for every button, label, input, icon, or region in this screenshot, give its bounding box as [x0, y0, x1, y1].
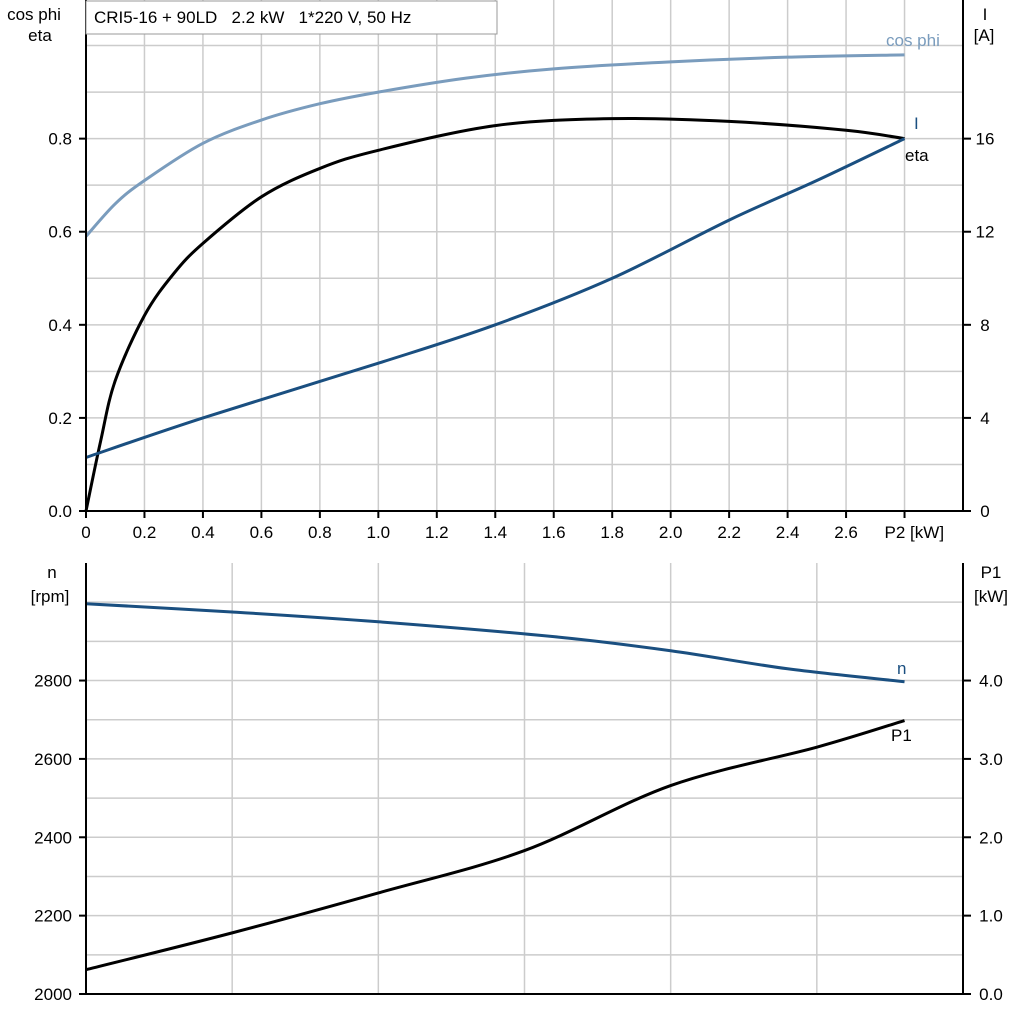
- y-tick-label-left: 2800: [34, 672, 72, 691]
- eta-label: eta: [905, 146, 929, 165]
- series-cos-phi-line: [84, 53, 905, 238]
- current-label: I: [914, 114, 919, 133]
- bottom-grid: [86, 563, 964, 994]
- y-axis-title-p1-unit: [kW]: [974, 587, 1008, 606]
- y-axis-title-current: I: [983, 5, 988, 24]
- y-tick-label-right: 0.0: [979, 985, 1003, 1004]
- y-tick-label-right: 2.0: [979, 828, 1003, 847]
- y-tick-label-left: 0.2: [48, 409, 72, 428]
- x-tick-label: 1.4: [483, 523, 507, 542]
- axes: [79, 0, 971, 995]
- y-tick-label-left: 2200: [34, 907, 72, 926]
- x-tick-label: 2.2: [717, 523, 741, 542]
- x-tick-label: 0.6: [250, 523, 274, 542]
- series-n-line: [85, 602, 905, 684]
- cos-phi-label: cos phi: [886, 31, 940, 50]
- y-axis-title-current-unit: [A]: [974, 26, 995, 45]
- y-tick-label-right: 12: [976, 223, 995, 242]
- x-tick-label: 1.2: [425, 523, 449, 542]
- series-P1-line: [85, 719, 905, 972]
- x-tick-label: P2 [kW]: [885, 523, 945, 542]
- y-tick-label-right: 0: [980, 502, 989, 521]
- y-tick-label-left: 0.8: [48, 130, 72, 149]
- y-tick-label-left: 2400: [34, 828, 72, 847]
- x-tick-label: 0.2: [133, 523, 157, 542]
- x-tick-label: 2.4: [776, 523, 800, 542]
- y-tick-label-left: 0.6: [48, 223, 72, 242]
- x-tick-label: 1.8: [600, 523, 624, 542]
- y-axis-title-n: n: [47, 563, 56, 582]
- x-tick-label: 0: [81, 523, 90, 542]
- title-box: [85, 0, 498, 35]
- y-tick-label-left: 0.0: [48, 502, 72, 521]
- top-grid: [86, 0, 964, 511]
- y-tick-label-right: 8: [980, 316, 989, 335]
- n-label: n: [897, 659, 906, 678]
- y-axis-title-n-unit: [rpm]: [31, 587, 70, 606]
- y-tick-label-right: 16: [976, 130, 995, 149]
- y-tick-label-left: 2600: [34, 750, 72, 769]
- x-tick-label: 0.4: [191, 523, 215, 542]
- x-tick-label: 1.0: [367, 523, 391, 542]
- y-axis-title-cosphi: cos phi: [7, 5, 61, 24]
- y-tick-label-right: 4: [980, 409, 989, 428]
- y-tick-label-left: 0.4: [48, 316, 72, 335]
- series-I-line: [85, 137, 906, 459]
- y-tick-label-right: 1.0: [979, 907, 1003, 926]
- y-tick-label-right: 4.0: [979, 672, 1003, 691]
- x-tick-label: 2.0: [659, 523, 683, 542]
- y-tick-label-right: 3.0: [979, 750, 1003, 769]
- x-tick-label: 0.8: [308, 523, 332, 542]
- y-axis-title-eta: eta: [28, 26, 52, 45]
- p1-label: P1: [891, 726, 912, 745]
- curves: [84, 53, 906, 972]
- y-axis-title-p1: P1: [981, 563, 1002, 582]
- chart-title: CRI5-16 + 90LD 2.2 kW 1*220 V, 50 Hz: [94, 8, 411, 27]
- x-tick-label: 2.6: [834, 523, 858, 542]
- series-eta-line: [84, 116, 905, 512]
- y-tick-label-left: 2000: [34, 985, 72, 1004]
- x-tick-label: 1.6: [542, 523, 566, 542]
